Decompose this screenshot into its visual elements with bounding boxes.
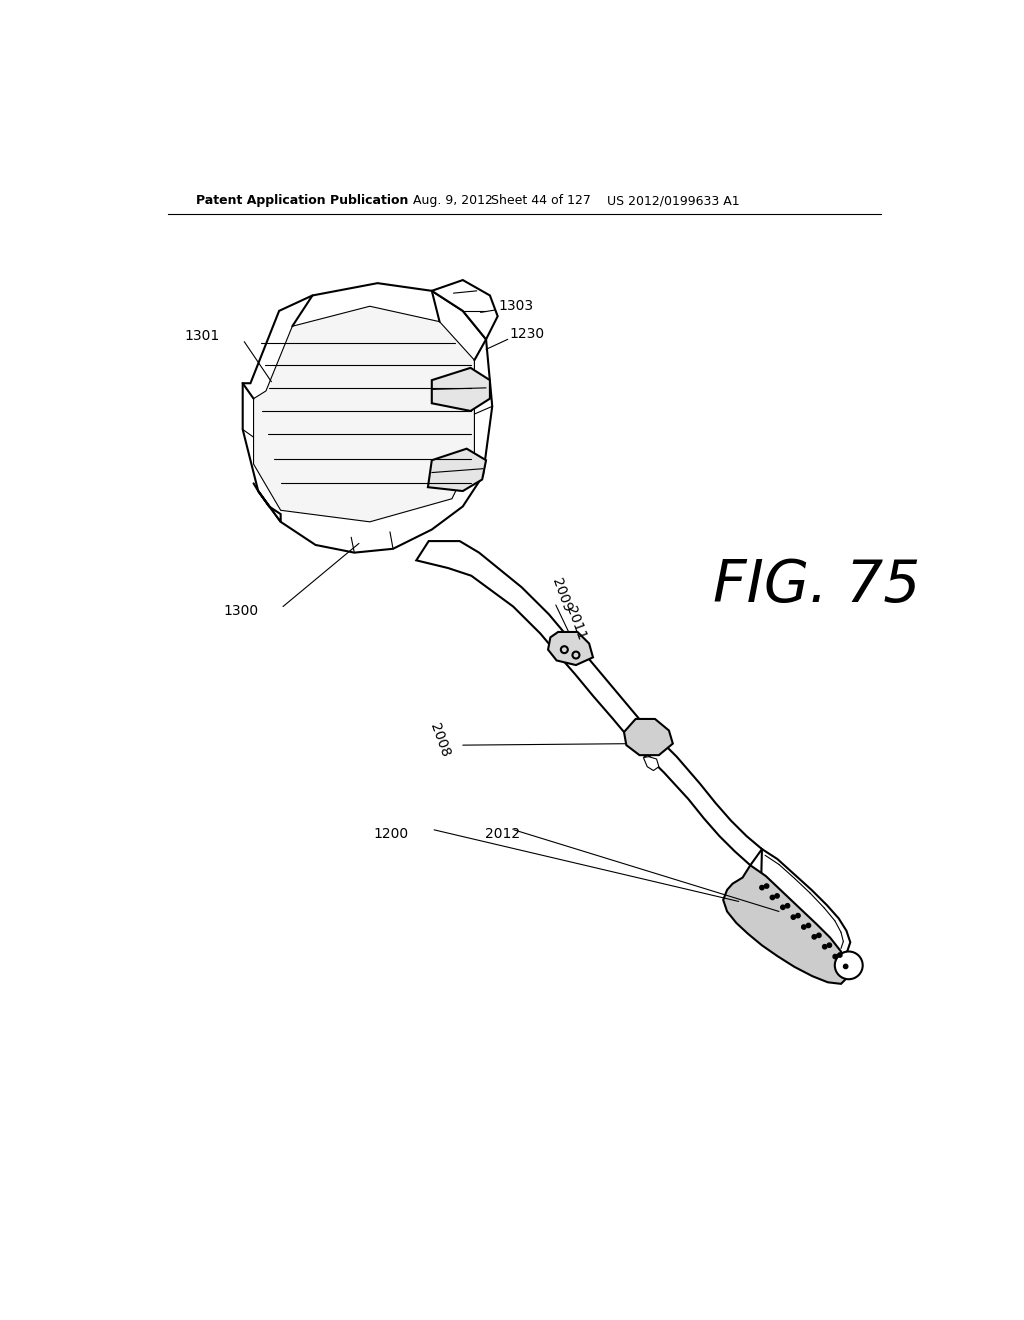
Circle shape — [780, 906, 785, 909]
Circle shape — [838, 953, 842, 957]
Circle shape — [836, 952, 862, 978]
Text: Sheet 44 of 127: Sheet 44 of 127 — [490, 194, 591, 207]
Circle shape — [802, 925, 806, 929]
Text: Aug. 9, 2012: Aug. 9, 2012 — [414, 194, 494, 207]
Text: 2011: 2011 — [563, 603, 589, 642]
Circle shape — [844, 965, 848, 969]
Circle shape — [765, 884, 769, 888]
Polygon shape — [243, 284, 493, 553]
Polygon shape — [417, 541, 568, 656]
Text: FIG. 75: FIG. 75 — [713, 557, 921, 614]
Text: Patent Application Publication: Patent Application Publication — [197, 194, 409, 207]
Text: 1200: 1200 — [374, 828, 409, 841]
Polygon shape — [745, 849, 850, 954]
Polygon shape — [432, 368, 489, 411]
Polygon shape — [254, 306, 474, 521]
Text: 2012: 2012 — [484, 828, 519, 841]
Polygon shape — [624, 719, 673, 755]
Polygon shape — [548, 632, 593, 665]
Text: 1301: 1301 — [184, 329, 219, 342]
Circle shape — [806, 923, 811, 928]
Circle shape — [827, 942, 831, 948]
Text: 1230: 1230 — [509, 327, 545, 341]
Text: 2009: 2009 — [549, 576, 574, 614]
Polygon shape — [649, 742, 762, 866]
Polygon shape — [560, 638, 662, 760]
Polygon shape — [643, 756, 658, 771]
Circle shape — [792, 915, 796, 919]
Circle shape — [760, 886, 764, 890]
Circle shape — [833, 954, 838, 958]
Polygon shape — [432, 280, 498, 339]
Text: US 2012/0199633 A1: US 2012/0199633 A1 — [607, 194, 739, 207]
Text: 1303: 1303 — [499, 300, 534, 313]
Circle shape — [817, 933, 821, 937]
Circle shape — [822, 945, 827, 949]
Polygon shape — [258, 491, 281, 521]
Polygon shape — [428, 449, 486, 491]
Text: 2008: 2008 — [427, 721, 452, 759]
Circle shape — [785, 904, 790, 908]
Circle shape — [812, 935, 816, 939]
Polygon shape — [723, 866, 849, 983]
Circle shape — [796, 913, 800, 917]
Circle shape — [775, 894, 779, 898]
Text: 1300: 1300 — [223, 605, 258, 618]
Circle shape — [770, 895, 774, 900]
